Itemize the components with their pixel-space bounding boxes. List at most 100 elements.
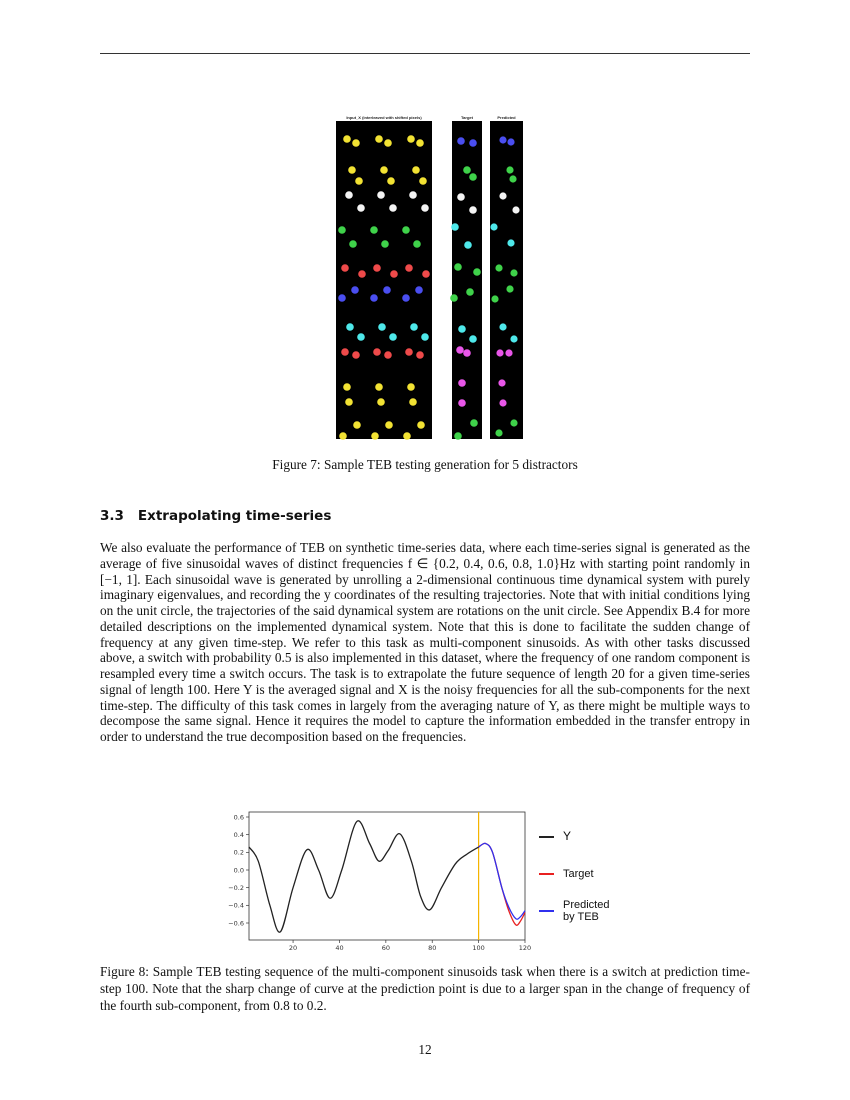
series-line-y — [248, 820, 479, 933]
input-dot-green — [349, 240, 357, 248]
x-tick-label: 80 — [428, 944, 436, 952]
target-panel — [452, 121, 482, 439]
target-dot-green — [454, 263, 462, 271]
predicted-dot-magenta — [505, 349, 513, 357]
input-dot-yellow — [412, 166, 420, 174]
x-tick-label: 100 — [472, 944, 484, 952]
predicted-dot-green — [509, 175, 517, 183]
input-dot-yellow — [343, 383, 351, 391]
legend-swatch-y — [539, 836, 554, 838]
y-tick-label: 0.2 — [234, 849, 244, 857]
section-number: 3.3 — [100, 508, 124, 524]
target-dot-blue — [469, 139, 477, 147]
input-dot-yellow — [375, 135, 383, 143]
input-dot-red — [405, 264, 413, 272]
predicted-dot-magenta — [498, 379, 506, 387]
figure-7-image — [336, 121, 523, 440]
predicted-dot-cyan — [490, 223, 498, 231]
input-dot-yellow — [407, 383, 415, 391]
section-heading: 3.3 Extrapolating time-series — [100, 508, 331, 524]
input-dot-yellow — [345, 398, 353, 406]
y-tick-label: −0.6 — [228, 919, 244, 927]
predicted-dot-magenta — [499, 399, 507, 407]
x-tick-label: 40 — [335, 944, 343, 952]
page-number: 12 — [418, 1042, 432, 1057]
predicted-dot-green — [491, 295, 499, 303]
input-dot-yellow — [403, 432, 411, 440]
figure-7-caption: Figure 7: Sample TEB testing generation … — [272, 457, 578, 472]
predicted-dot-green — [510, 419, 518, 427]
input-dot-yellow — [417, 421, 425, 429]
target-dot-magenta — [458, 379, 466, 387]
panel-title-target: Target — [461, 115, 473, 120]
header-rule — [100, 53, 750, 54]
input-dot-yellow — [377, 398, 385, 406]
input-dot-red — [390, 270, 398, 278]
input-dot-yellow — [385, 421, 393, 429]
input-dot-red — [352, 351, 360, 359]
predicted-dot-green — [495, 429, 503, 437]
target-dot-magenta — [463, 349, 471, 357]
input-dot-cyan — [389, 333, 397, 341]
y-tick-label: −0.4 — [228, 902, 244, 910]
input-dot-blue — [415, 286, 423, 294]
target-dot-white — [457, 193, 465, 201]
x-tick-label: 60 — [382, 944, 390, 952]
input-dot-cyan — [421, 333, 429, 341]
input-dot-cyan — [346, 323, 354, 331]
input-dot-green — [338, 226, 346, 234]
panel-title-input: Input_X (interleaved with shifted pixels… — [346, 115, 422, 120]
input-dot-red — [384, 351, 392, 359]
input-dot-white — [377, 191, 385, 199]
input-dot-white — [389, 204, 397, 212]
y-tick-label: 0.0 — [234, 866, 244, 874]
input-dot-blue — [351, 286, 359, 294]
input-dot-red — [358, 270, 366, 278]
input-dot-yellow — [355, 177, 363, 185]
target-dot-cyan — [451, 223, 459, 231]
input-dot-red — [373, 264, 381, 272]
target-dot-magenta — [458, 399, 466, 407]
legend-swatch-target — [539, 873, 554, 875]
input-dot-red — [341, 264, 349, 272]
section-title: Extrapolating time-series — [137, 508, 332, 524]
input-dot-green — [381, 240, 389, 248]
input-dot-green — [402, 226, 410, 234]
input-dot-red — [416, 351, 424, 359]
input-dot-cyan — [357, 333, 365, 341]
input-dot-yellow — [407, 135, 415, 143]
input-dot-blue — [338, 294, 346, 302]
y-tick-label: −0.2 — [228, 884, 244, 892]
predicted-dot-green — [506, 285, 514, 293]
predicted-dot-cyan — [499, 323, 507, 331]
target-dot-blue — [457, 137, 465, 145]
plot-area — [248, 811, 526, 941]
input-dot-red — [422, 270, 430, 278]
panel-title-predicted: Predicted — [497, 115, 516, 120]
input-dot-cyan — [378, 323, 386, 331]
figure-8-chart: 20 40 60 80 100 120 0.6 0.4 0.2 0.0 −0.2 −0.4 −0.6 — [228, 811, 531, 952]
input-dot-blue — [383, 286, 391, 294]
input-dot-yellow — [353, 421, 361, 429]
input-dot-yellow — [348, 166, 356, 174]
target-dot-magenta — [456, 346, 464, 354]
y-tick-label: 0.4 — [234, 831, 244, 839]
target-dot-green — [454, 432, 462, 440]
input-dot-blue — [402, 294, 410, 302]
predicted-dot-blue — [507, 138, 515, 146]
target-dot-cyan — [458, 325, 466, 333]
input-dot-yellow — [375, 383, 383, 391]
predicted-dot-green — [495, 264, 503, 272]
target-dot-green — [469, 173, 477, 181]
input-dot-green — [370, 226, 378, 234]
input-dot-yellow — [339, 432, 347, 440]
input-dot-white — [357, 204, 365, 212]
predicted-dot-white — [499, 192, 507, 200]
input-dot-blue — [370, 294, 378, 302]
input-dot-red — [373, 348, 381, 356]
legend-label-y: Y — [563, 829, 572, 843]
predicted-dot-green — [510, 269, 518, 277]
target-dot-green — [466, 288, 474, 296]
input-dot-yellow — [416, 139, 424, 147]
